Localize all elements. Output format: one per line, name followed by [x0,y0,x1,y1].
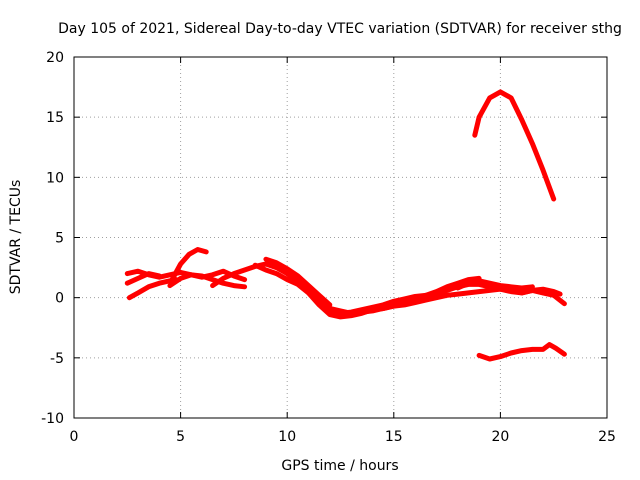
series-line-arc-11 [455,278,535,291]
series-line-arc-9 [327,286,525,316]
series-line-arc-3 [124,271,162,286]
data-series [124,89,567,362]
series-line-arc-6 [210,261,439,316]
y-tick-label: 10 [46,170,64,186]
x-tick-label: 0 [70,429,79,445]
y-tick-label: 15 [46,110,64,126]
axis-ticks: 0 5 10 15 20 25 -10 -5 0 5 10 15 20 [41,50,616,445]
plot-frame [73,56,608,419]
x-tick-label: 20 [491,429,509,445]
y-tick-label: -10 [41,411,64,427]
chart-title: Day 105 of 2021, Sidereal Day-to-day VTE… [58,21,622,37]
y-tick-label: 20 [46,50,64,66]
y-tick-label: -5 [50,351,64,367]
y-axis-label: SDTVAR / TECUs [8,180,24,295]
y-tick-label: 5 [55,231,64,247]
x-tick-label: 25 [598,429,616,445]
grid [74,57,607,418]
x-tick-label: 10 [278,429,296,445]
x-axis-label: GPS time / hours [281,458,398,474]
series-line-arc-5 [167,272,248,290]
series-line-arc-4 [169,247,209,283]
x-tick-label: 15 [385,429,403,445]
series-line-arc-2 [126,277,179,301]
series-line-arc-13 [472,89,557,202]
x-tick-label: 5 [176,429,185,445]
y-tick-label: 0 [55,291,64,307]
series-line-arc-14 [476,342,567,362]
series-line-arc-12 [519,286,563,297]
series-line-arc-8 [263,256,333,308]
